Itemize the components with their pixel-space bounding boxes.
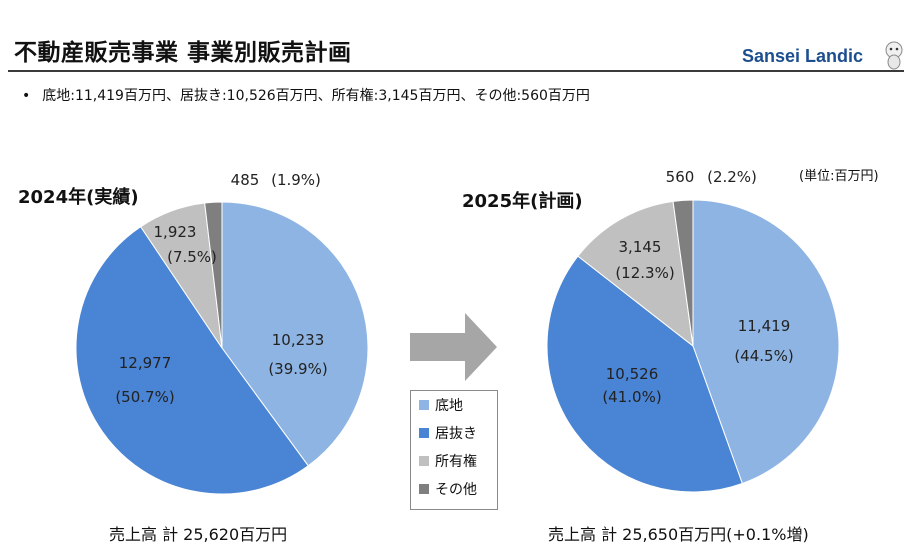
chart-legend: 底地 居抜き 所有権 その他 xyxy=(410,390,498,510)
unit-label: (単位:百万円) xyxy=(799,169,879,184)
title-divider xyxy=(8,70,904,72)
legend-item-sonota: その他 xyxy=(411,475,497,503)
pie-slice-sonota xyxy=(204,201,223,349)
pie-slice-sokochi xyxy=(692,199,840,485)
value-label-shoyuken: 3,145 xyxy=(619,238,662,256)
value-label-sonota: 560 xyxy=(666,168,695,186)
legend-swatch xyxy=(419,400,429,410)
page-title: 不動産販売事業 事業別販売計画 xyxy=(14,40,352,66)
total-2024: 売上高 計 25,620百万円 xyxy=(109,525,288,544)
bullet-mark: • xyxy=(22,88,31,104)
total-2025: 売上高 計 25,650百万円(+0.1%増) xyxy=(548,525,809,544)
value-label-inuki: 10,526 xyxy=(606,365,659,383)
pie-slice-shoyuken xyxy=(577,200,694,348)
chart-2024-title: 2024年(実績) xyxy=(18,187,139,208)
pie-2025: 11,419 (44.5%) 10,526 (41.0%) 3,145 (12.3%) 56… xyxy=(546,168,840,493)
percent-label-sonota: (1.9%) xyxy=(271,171,321,189)
value-label-sokochi: 11,419 xyxy=(738,317,791,335)
summary-bullet: • 底地:11,419百万円、居抜き:10,526百万円、所有権:3,145百万円… xyxy=(22,85,590,105)
pie-slice-inuki xyxy=(546,255,743,493)
legend-swatch xyxy=(419,428,429,438)
arrow-icon xyxy=(410,313,497,381)
legend-label: 底地 xyxy=(435,398,463,414)
pie-2024: 10,233 (39.9%) 12,977 (50.7%) 1,923 (7.5%) 485… xyxy=(75,171,369,495)
value-label-inuki: 12,977 xyxy=(119,354,172,372)
value-label-shoyuken: 1,923 xyxy=(154,223,197,241)
percent-label-inuki: (41.0%) xyxy=(602,388,661,406)
pie-slice-sokochi xyxy=(221,201,369,467)
legend-label: 所有権 xyxy=(435,454,477,470)
legend-swatch xyxy=(419,456,429,466)
percent-label-inuki: (50.7%) xyxy=(115,388,174,406)
chart-2025-title: 2025年(計画) xyxy=(462,191,583,212)
mascot-logo xyxy=(885,41,903,70)
legend-label: 居抜き xyxy=(435,426,477,442)
summary-text: 底地:11,419百万円、居抜き:10,526百万円、所有権:3,145百万円、… xyxy=(42,88,590,104)
percent-label-sonota: (2.2%) xyxy=(707,168,757,186)
value-label-sokochi: 10,233 xyxy=(272,331,325,349)
percent-label-sokochi: (44.5%) xyxy=(734,347,793,365)
legend-swatch xyxy=(419,484,429,494)
legend-item-sokochi: 底地 xyxy=(411,391,497,419)
percent-label-shoyuken: (7.5%) xyxy=(167,248,217,266)
brand-logo-text: Sansei Landic xyxy=(742,46,864,66)
legend-item-inuki: 居抜き xyxy=(411,419,497,447)
percent-label-sokochi: (39.9%) xyxy=(268,360,327,378)
value-label-sonota: 485 xyxy=(231,171,260,189)
pie-slice-sonota xyxy=(672,199,694,347)
legend-item-shoyuken: 所有権 xyxy=(411,447,497,475)
pie-slice-inuki xyxy=(75,226,309,495)
legend-label: その他 xyxy=(435,482,477,498)
percent-label-shoyuken: (12.3%) xyxy=(615,264,674,282)
